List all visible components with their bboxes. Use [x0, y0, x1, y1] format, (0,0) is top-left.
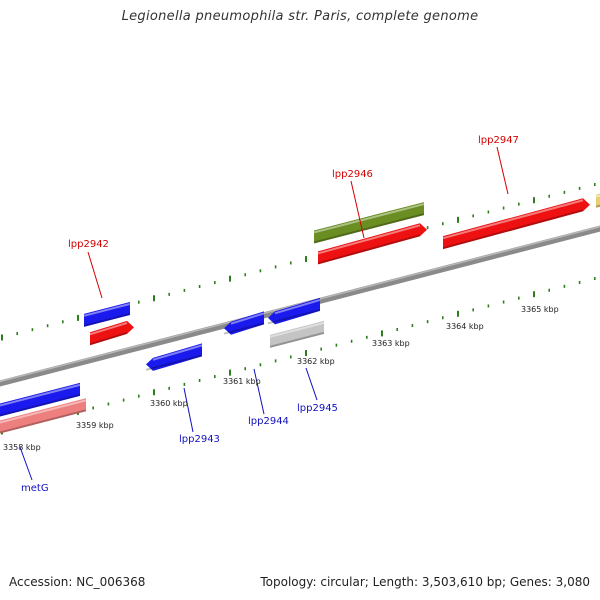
leader-line — [19, 446, 33, 481]
gene-bar-highlight — [230, 312, 265, 325]
gene-bar-lpp2942-red — [89, 320, 134, 346]
gene-label-lpp2942[interactable]: lpp2942 — [68, 239, 109, 250]
gene-bar-shadow — [269, 331, 325, 348]
gene-bar-shadow — [267, 308, 321, 325]
gene-bar-body — [443, 198, 590, 250]
gene-bar-highlight — [595, 194, 600, 198]
gene-bar-body — [146, 343, 202, 371]
gene-bar-body — [314, 202, 424, 244]
gene-bar-highlight — [0, 399, 87, 424]
gene-bar-body — [0, 398, 86, 434]
gene-bar-lpp2945-gray — [269, 320, 325, 348]
gene-bar-lpp2944 — [223, 311, 265, 335]
gene-bar-highlight — [0, 383, 81, 407]
scale-label: 3358 kbp — [3, 443, 41, 452]
leader-line — [350, 180, 365, 239]
gene-features — [0, 193, 600, 434]
map-title: Legionella pneumophila str. Paris, compl… — [121, 9, 479, 24]
gene-label-lpp2945[interactable]: lpp2945 — [297, 403, 338, 414]
genome-summary-text: Topology: circular; Length: 3,503,610 bp… — [260, 575, 590, 589]
gene-bar-lpp2946-olive — [313, 202, 425, 244]
scale-label: 3363 kbp — [372, 339, 410, 348]
gene-label-lpp2946[interactable]: lpp2946 — [332, 169, 373, 180]
leader-line — [183, 387, 194, 433]
gene-bar-shadow — [0, 393, 81, 417]
scale-label: 3362 kbp — [297, 357, 335, 366]
gene-bar-shadow — [83, 312, 131, 327]
leader-line — [496, 146, 509, 195]
gene-bar-lpp2947 — [442, 198, 590, 250]
gene-bar-highlight — [89, 321, 128, 336]
gene-label-lpp2947[interactable]: lpp2947 — [478, 135, 519, 146]
gene-bar-body — [268, 297, 320, 325]
accession-text: Accession: NC_006368 — [9, 575, 146, 589]
gene-bar-lpp2942-blue — [83, 301, 131, 327]
scale-labels: 3358 kbp 3359 kbp 3360 kbp 3361 kbp 3362… — [3, 305, 559, 452]
gene-bar-body — [318, 223, 427, 265]
gene-bar-shadow — [313, 213, 425, 244]
gene-bar-highlight — [313, 203, 425, 234]
gene-bar-body — [270, 320, 324, 348]
gene-bar-shadow — [145, 354, 203, 371]
gene-bar-highlight — [269, 321, 325, 338]
gene-bar-highlight — [83, 302, 131, 317]
gene-bar-highlight — [442, 199, 584, 240]
gene-bar-lpp2946 — [317, 223, 427, 265]
gene-bar-shadow — [442, 209, 584, 250]
leader-line — [253, 368, 265, 415]
gene-bar-body — [224, 311, 264, 335]
gene-bar-body — [90, 320, 134, 346]
scale-label: 3365 kbp — [521, 305, 559, 314]
gene-bar-shadow — [0, 409, 87, 434]
gene-bar-highlight — [317, 224, 421, 255]
gene-bar-highlight — [152, 344, 203, 361]
scale-label: 3360 kbp — [150, 399, 188, 408]
gene-bar-shadow — [223, 322, 265, 335]
gene-bar-body — [596, 193, 600, 208]
gene-bar-shadow — [317, 234, 421, 265]
gene-bar-shadow — [89, 331, 128, 346]
gene-bar-lpp2945 — [267, 297, 321, 325]
gene-bar-shadow — [595, 204, 600, 208]
gene-bar-edge-yellow — [595, 193, 600, 208]
gene-bar-metg-blue — [0, 382, 81, 417]
gene-bar-body — [84, 301, 130, 327]
gene-bar-lpp2943 — [145, 343, 203, 371]
scale-label: 3364 kbp — [446, 322, 484, 331]
leader-line — [87, 251, 103, 299]
gene-labels: lpp2942 lpp2946 lpp2947 metG lpp2943 lpp… — [21, 135, 519, 494]
gene-label-lpp2944[interactable]: lpp2944 — [248, 416, 289, 427]
gene-label-lpp2943[interactable]: lpp2943 — [179, 434, 220, 445]
scale-label: 3359 kbp — [76, 421, 114, 430]
gene-label-metg[interactable]: metG — [21, 483, 49, 494]
scale-label: 3361 kbp — [223, 377, 261, 386]
gene-bar-body — [0, 382, 80, 417]
gene-bar-metg-pink — [0, 398, 87, 434]
gene-bar-highlight — [274, 298, 321, 315]
label-leaders — [19, 146, 509, 481]
leader-line — [305, 367, 318, 401]
